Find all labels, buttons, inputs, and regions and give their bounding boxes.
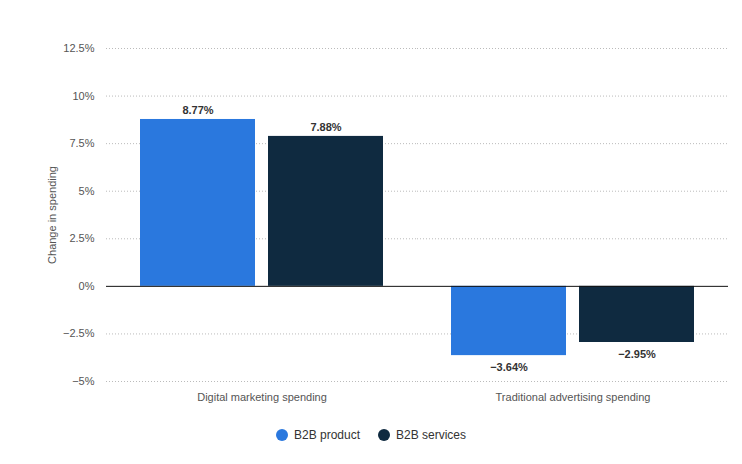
svg-text:Digital marketing spending: Digital marketing spending <box>197 391 327 403</box>
svg-text:0%: 0% <box>79 280 95 292</box>
html-text:B2B product: B2B product <box>294 428 360 442</box>
svg-text:8.77%: 8.77% <box>182 104 213 116</box>
svg-text:12.5%: 12.5% <box>63 42 94 54</box>
svg-text:Change in spending: Change in spending <box>46 166 58 264</box>
svg-text:Traditional advertising spendi: Traditional advertising spending <box>496 391 651 403</box>
html-text:B2B services: B2B services <box>396 428 466 442</box>
svg-text:−5%: −5% <box>72 375 95 387</box>
svg-text:7.5%: 7.5% <box>69 137 94 149</box>
svg-text:2.5%: 2.5% <box>69 232 94 244</box>
svg-text:5%: 5% <box>79 185 95 197</box>
svg-text:7.88%: 7.88% <box>310 121 341 133</box>
svg-text:−3.64%: −3.64% <box>490 361 528 373</box>
svg-text:10%: 10% <box>72 90 94 102</box>
svg-text:−2.95%: −2.95% <box>618 348 656 360</box>
svg-text:−2.5%: −2.5% <box>63 327 95 339</box>
